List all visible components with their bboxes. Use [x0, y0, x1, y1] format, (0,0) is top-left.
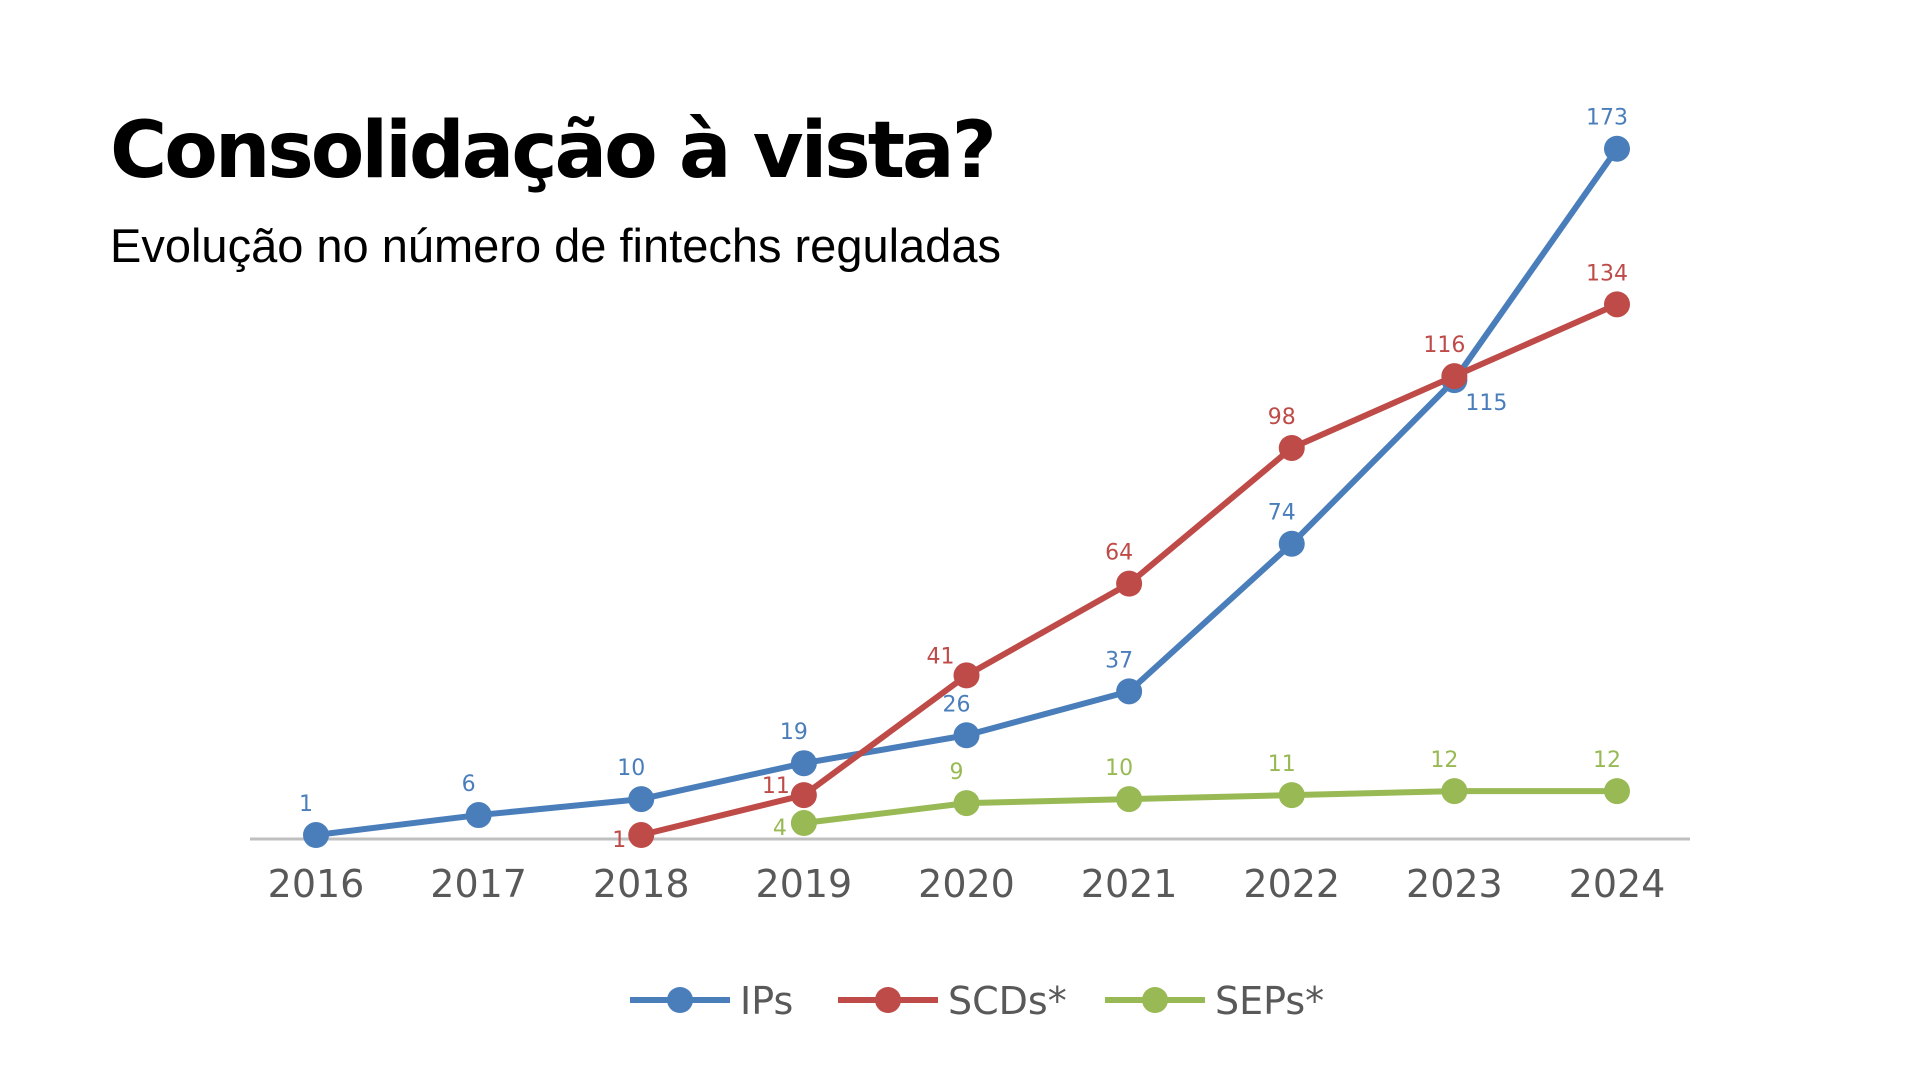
legend-label: SCDs*	[948, 979, 1067, 1023]
data-point	[1278, 782, 1305, 809]
data-point	[628, 786, 655, 813]
data-label: 11	[762, 774, 790, 799]
data-point	[953, 722, 980, 749]
data-point	[1604, 778, 1630, 805]
data-label: 9	[950, 760, 964, 785]
data-point	[790, 782, 817, 809]
x-tick-label: 2021	[1081, 862, 1178, 906]
data-point	[1278, 434, 1305, 461]
series-line	[800, 788, 1620, 827]
data-label: 134	[1586, 261, 1628, 286]
data-point	[1278, 530, 1305, 557]
data-point	[1604, 135, 1630, 162]
data-label: 37	[1105, 648, 1133, 673]
data-label: 1	[299, 792, 313, 817]
data-point	[1604, 291, 1630, 318]
data-label: 12	[1430, 748, 1458, 773]
data-point	[628, 822, 655, 849]
data-point	[790, 810, 817, 837]
legend-label: SEPs*	[1215, 979, 1324, 1023]
data-label: 10	[617, 756, 645, 781]
data-label: 64	[1105, 541, 1133, 566]
chart-subtitle: Evolução no número de fintechs reguladas	[110, 219, 1001, 272]
data-label: 10	[1105, 756, 1133, 781]
data-point	[1441, 363, 1468, 390]
x-tick-label: 2017	[430, 862, 527, 906]
data-label: 19	[780, 720, 808, 745]
data-label: 74	[1268, 501, 1296, 526]
x-tick-label: 2019	[756, 862, 853, 906]
data-label: 26	[943, 692, 971, 717]
data-label: 11	[1268, 752, 1296, 777]
x-tick-label: 2016	[268, 862, 365, 906]
legend-marker	[667, 987, 693, 1013]
data-label: 12	[1593, 748, 1621, 773]
data-point	[303, 822, 329, 849]
data-point	[465, 802, 492, 829]
legend-label: IPs	[740, 979, 793, 1023]
x-tick-label: 2024	[1569, 862, 1666, 906]
legend-marker	[875, 987, 901, 1013]
x-tick-label: 2022	[1243, 862, 1340, 906]
data-point	[1116, 678, 1143, 705]
data-point	[1116, 786, 1143, 813]
legend-marker	[1142, 987, 1168, 1013]
data-label: 115	[1465, 391, 1507, 416]
x-tick-label: 2018	[593, 862, 690, 906]
chart-title: Consolidação à vista?	[110, 106, 997, 196]
data-point	[1441, 778, 1468, 805]
data-label: 41	[927, 644, 955, 669]
data-label: 98	[1268, 405, 1296, 430]
data-label: 116	[1423, 333, 1465, 358]
data-label: 173	[1586, 106, 1628, 131]
data-point	[953, 790, 980, 817]
data-point	[953, 662, 980, 689]
data-label: 1	[612, 828, 626, 853]
data-label: 6	[462, 772, 476, 797]
x-tick-label: 2020	[918, 862, 1015, 906]
data-point	[790, 750, 817, 777]
x-tick-label: 2023	[1406, 862, 1503, 906]
data-point	[1116, 570, 1143, 597]
data-label: 4	[773, 816, 787, 841]
